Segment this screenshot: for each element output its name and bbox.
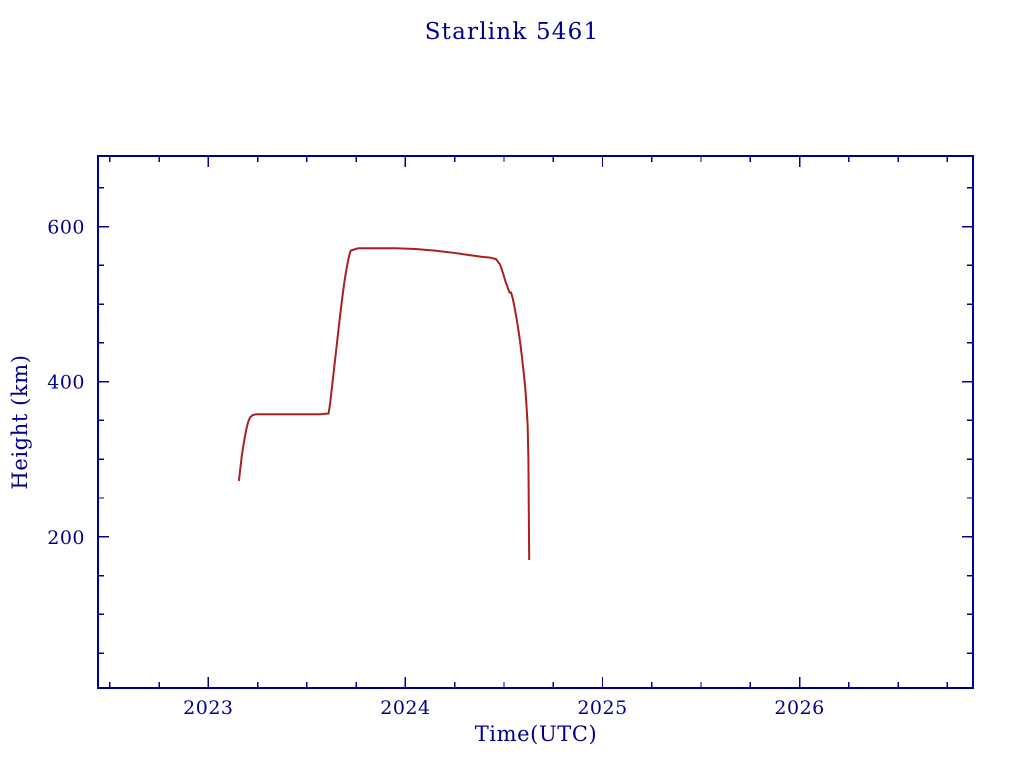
axis-ticks — [98, 156, 973, 688]
y-tick-label: 200 — [47, 527, 85, 549]
height-series-line — [237, 247, 531, 561]
x-tick-label: 2026 — [774, 697, 824, 719]
x-axis-tick-labels: 2023 2024 2025 2026 — [183, 697, 824, 719]
x-tick-label: 2025 — [577, 697, 627, 719]
y-tick-label: 600 — [47, 217, 85, 239]
x-tick-label: 2024 — [380, 697, 430, 719]
page-title: Starlink 5461 — [425, 19, 600, 45]
data-series-group — [237, 247, 531, 561]
x-axis-title: Time(UTC) — [475, 722, 598, 746]
y-tick-label: 400 — [47, 372, 85, 394]
x-tick-label: 2023 — [183, 697, 233, 719]
y-axis-title: Height (km) — [8, 354, 32, 489]
y-axis-tick-labels: 200 400 600 — [47, 217, 85, 549]
plot-frame — [97, 155, 974, 689]
